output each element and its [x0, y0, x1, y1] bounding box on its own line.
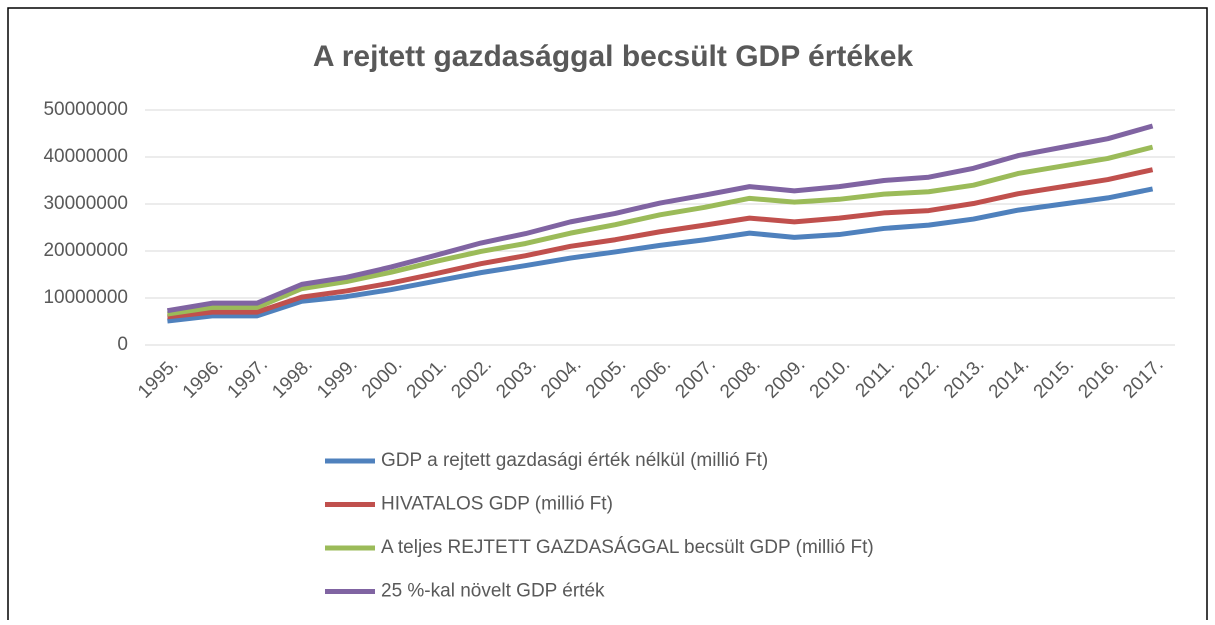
- y-tick-label: 30000000: [43, 193, 128, 214]
- series-line: [167, 167, 1154, 320]
- chart-title: A rejtett gazdasággal becsült GDP értéke…: [313, 40, 914, 73]
- legend-label: A teljes REJTETT GAZDASÁGGAL becsült GDP…: [381, 537, 874, 558]
- y-tick-label: 20000000: [43, 240, 128, 261]
- series-line: [166, 123, 1154, 314]
- series-line: [167, 186, 1154, 324]
- legend-label: HIVATALOS GDP (millió Ft): [381, 494, 613, 515]
- y-tick-label: 10000000: [43, 287, 128, 308]
- series-line: [167, 144, 1154, 317]
- legend-label: 25 %-kal növelt GDP érték: [381, 581, 605, 602]
- y-tick-label: 50000000: [43, 99, 128, 120]
- y-tick-label: 40000000: [43, 146, 128, 167]
- legend-label: GDP a rejtett gazdasági érték nélkül (mi…: [381, 450, 768, 471]
- y-tick-label: 0: [117, 334, 128, 355]
